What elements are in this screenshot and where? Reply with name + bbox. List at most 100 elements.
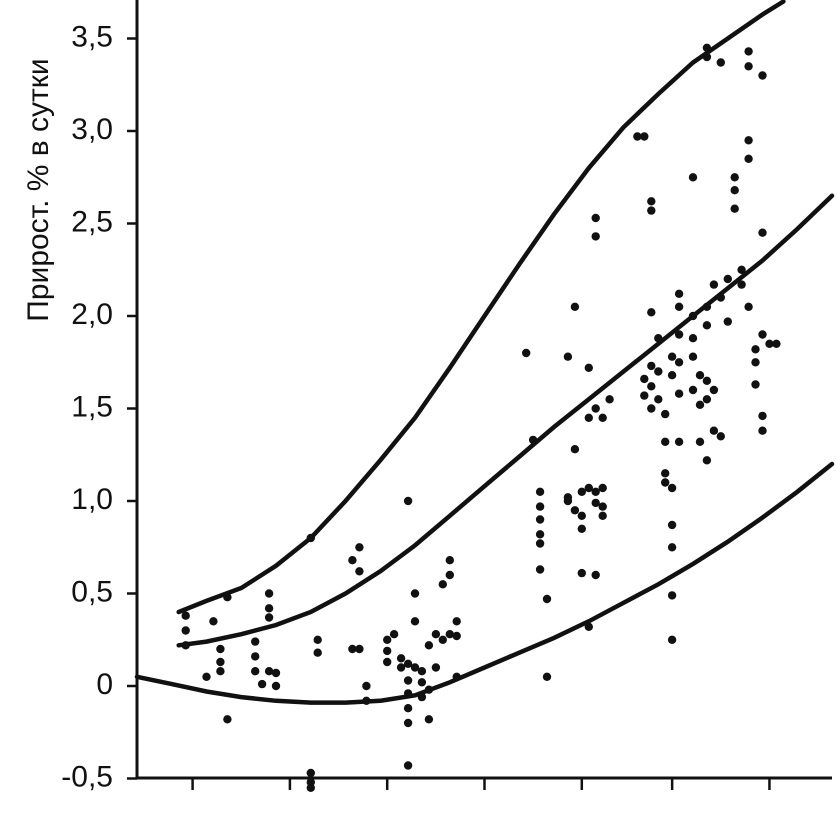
data-point	[570, 445, 580, 454]
data-point	[667, 543, 677, 552]
data-point	[688, 385, 698, 395]
data-point	[438, 580, 447, 589]
data-point	[584, 363, 593, 372]
data-point	[403, 496, 413, 506]
y-tick-label: 3,5	[71, 20, 113, 53]
data-point	[695, 400, 705, 409]
data-point	[570, 302, 580, 311]
y-tick-label: 0,5	[71, 575, 113, 608]
y-axis-title: Прирост. % в сутки	[22, 58, 55, 321]
data-point	[528, 435, 538, 445]
data-point	[181, 641, 190, 650]
data-point	[445, 570, 454, 580]
data-point	[640, 391, 649, 400]
y-tick-label: 0	[96, 668, 113, 701]
data-point	[744, 136, 753, 145]
data-point	[542, 672, 552, 681]
data-point	[396, 654, 406, 663]
data-point	[591, 404, 600, 413]
data-point	[452, 617, 461, 626]
data-point	[598, 413, 607, 422]
data-point	[522, 348, 531, 358]
trend-curve-1	[176, 0, 786, 615]
data-point	[744, 47, 753, 56]
curves-layer	[134, 0, 835, 705]
data-point	[306, 768, 315, 778]
data-point	[223, 593, 232, 602]
data-point	[362, 681, 371, 691]
data-point	[667, 352, 677, 361]
data-point	[445, 630, 454, 639]
data-point	[647, 382, 656, 391]
data-point	[403, 676, 413, 685]
data-point	[654, 334, 663, 343]
data-point	[709, 385, 719, 395]
data-point	[264, 667, 274, 676]
data-point	[181, 626, 190, 635]
data-point	[313, 648, 322, 657]
data-point	[667, 635, 677, 644]
data-point	[716, 293, 725, 302]
data-point	[535, 515, 545, 524]
data-point	[674, 437, 684, 446]
data-point	[674, 389, 684, 398]
data-point	[730, 186, 739, 195]
data-point	[223, 715, 232, 724]
data-point	[716, 58, 725, 67]
data-point	[661, 409, 670, 419]
trend-curve-3	[134, 461, 835, 705]
data-point	[591, 213, 600, 223]
data-point	[396, 663, 406, 672]
data-point	[445, 556, 454, 565]
y-ticks-layer: -0,5 0 0,5 1,0 1,5 2,0 2,5 3,0 3,5	[61, 20, 137, 793]
data-point	[744, 62, 753, 71]
data-point	[647, 206, 656, 215]
data-point	[403, 718, 413, 728]
data-point	[424, 641, 434, 650]
data-point	[535, 565, 545, 574]
data-point	[577, 511, 586, 520]
data-point	[251, 652, 260, 661]
data-point	[417, 667, 427, 676]
data-point	[362, 696, 371, 705]
data-point	[216, 657, 225, 667]
data-point	[702, 395, 712, 404]
data-point	[355, 567, 364, 576]
data-point	[251, 637, 260, 646]
data-point	[640, 132, 649, 141]
data-point	[348, 644, 357, 654]
data-point	[702, 302, 712, 311]
data-point	[202, 672, 211, 681]
data-point	[633, 132, 642, 141]
data-point	[591, 498, 600, 508]
data-point	[389, 630, 399, 639]
data-point	[431, 663, 441, 672]
data-point	[605, 395, 614, 404]
data-point	[661, 469, 670, 478]
y-tick-label: 3,0	[71, 113, 113, 146]
data-point	[751, 345, 760, 354]
data-point	[403, 659, 413, 668]
data-point	[348, 556, 357, 565]
y-tick-label: 2,0	[71, 298, 113, 331]
data-point	[306, 783, 315, 792]
data-point	[417, 692, 427, 702]
data-point	[584, 413, 593, 422]
data-point	[674, 302, 684, 311]
data-point	[647, 404, 656, 413]
data-point	[758, 71, 767, 80]
data-point	[264, 589, 274, 598]
data-point	[661, 478, 670, 487]
data-point	[695, 437, 705, 446]
data-point	[702, 456, 712, 465]
data-point	[383, 646, 392, 656]
data-point	[410, 589, 420, 598]
data-point	[758, 411, 767, 421]
data-point	[216, 644, 225, 654]
data-point	[591, 232, 600, 241]
data-point	[535, 539, 545, 548]
points-layer	[181, 43, 781, 792]
data-point	[702, 52, 712, 62]
data-point	[667, 483, 677, 493]
